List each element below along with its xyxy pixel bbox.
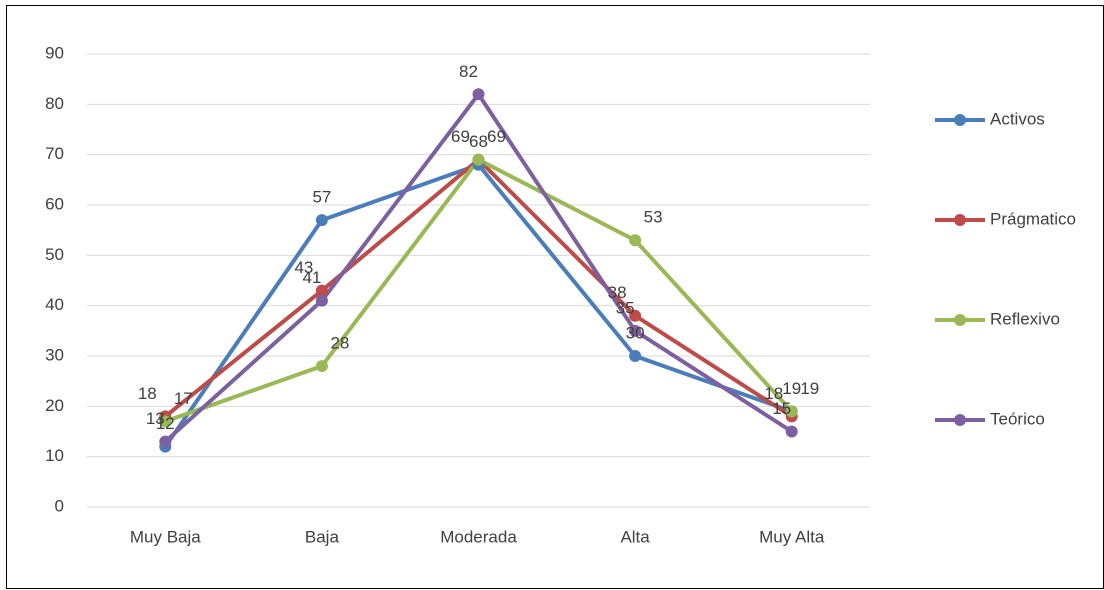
data-label: 43: [294, 258, 313, 277]
data-label: 53: [644, 208, 663, 227]
data-label: 35: [616, 298, 635, 317]
legend-label: Activos: [990, 109, 1045, 128]
data-label: 28: [330, 334, 349, 353]
data-label: 19: [782, 379, 801, 398]
data-label: 30: [626, 323, 645, 342]
data-label: 19: [800, 379, 819, 398]
data-point: [315, 360, 328, 373]
y-tick-label: 0: [55, 496, 64, 515]
y-tick-label: 50: [45, 245, 64, 264]
data-label: 15: [772, 399, 791, 418]
legend-marker: [954, 314, 966, 326]
data-point: [159, 435, 172, 448]
data-point: [629, 324, 642, 337]
data-label: 38: [608, 283, 627, 302]
data-point: [315, 214, 328, 227]
data-point: [472, 88, 485, 101]
data-label: 12: [156, 414, 175, 433]
legend-marker: [954, 214, 966, 226]
data-point: [629, 234, 642, 247]
data-point: [629, 350, 642, 362]
data-point: [785, 405, 798, 418]
x-tick-label: Muy Baja: [130, 527, 201, 546]
legend-marker: [954, 114, 966, 126]
x-tick-label: Muy Alta: [759, 527, 825, 546]
y-tick-label: 80: [45, 94, 64, 113]
data-point: [472, 153, 485, 166]
y-tick-label: 20: [45, 396, 64, 415]
legend-marker: [954, 414, 966, 426]
legend-label: Teórico: [990, 409, 1045, 428]
data-label: 68: [469, 132, 488, 151]
data-label: 69: [487, 127, 506, 146]
data-label: 69: [451, 127, 470, 146]
x-tick-label: Moderada: [440, 527, 517, 546]
data-label: 18: [138, 384, 157, 403]
y-tick-label: 70: [45, 144, 64, 163]
data-point: [629, 309, 642, 322]
data-label: 82: [459, 62, 478, 81]
data-label: 57: [312, 188, 331, 207]
y-tick-label: 10: [45, 446, 64, 465]
chart-border: [6, 5, 1104, 589]
y-tick-label: 40: [45, 295, 64, 314]
data-label: 13: [146, 409, 165, 428]
legend-label: Prágmatico: [990, 209, 1076, 228]
y-tick-label: 60: [45, 194, 64, 213]
x-tick-label: Alta: [620, 527, 650, 546]
data-point: [159, 415, 172, 428]
data-point: [785, 425, 798, 438]
data-point: [315, 284, 328, 297]
data-label: 17: [174, 389, 193, 408]
legend-label: Reflexivo: [990, 309, 1060, 328]
y-tick-label: 30: [45, 345, 64, 364]
data-label: 41: [302, 268, 321, 287]
data-label: 18: [764, 384, 783, 403]
x-tick-label: Baja: [305, 527, 340, 546]
data-point: [315, 294, 328, 307]
y-tick-label: 90: [45, 43, 64, 62]
